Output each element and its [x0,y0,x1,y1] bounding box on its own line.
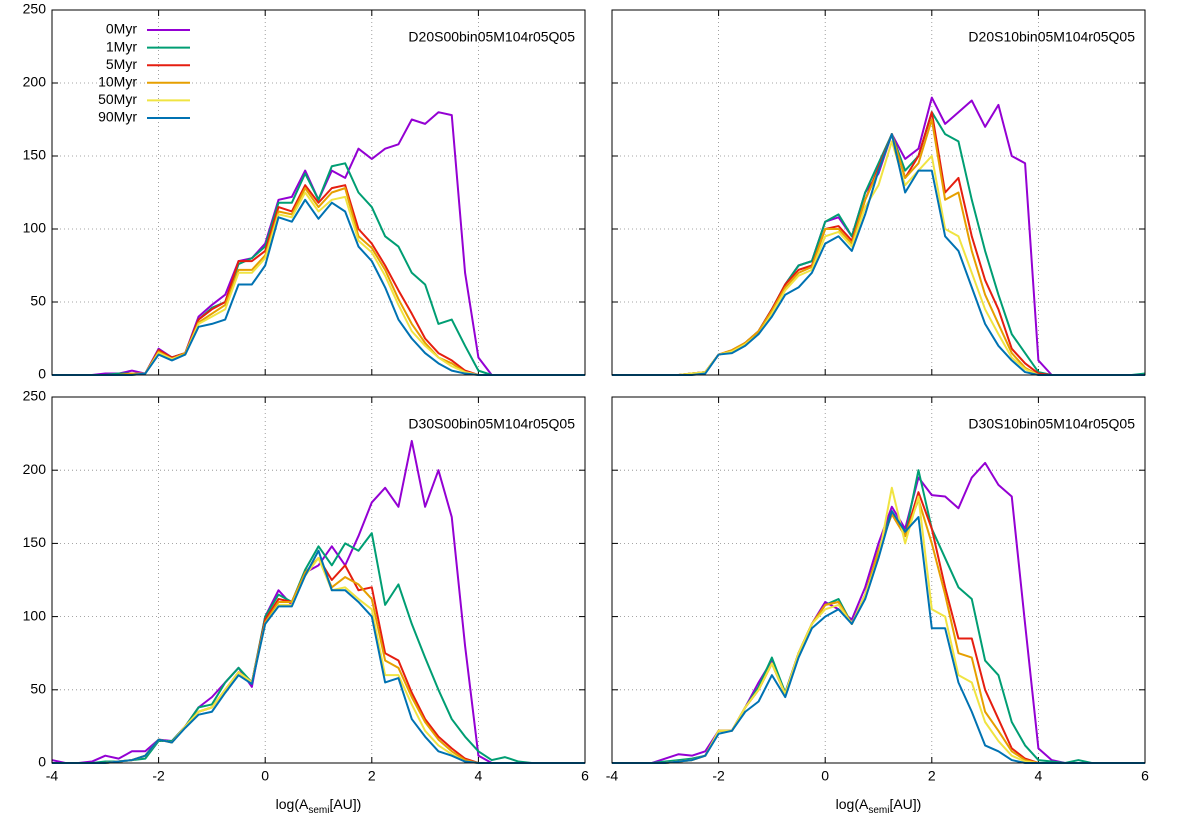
legend-label: 10Myr [98,74,137,90]
series-line [52,162,585,376]
x-axis-label-part: log(A [276,796,309,812]
x-axis-label-sub: semi [868,805,889,816]
x-tick-label: 6 [581,768,589,784]
series-line [52,532,585,764]
series-line [52,187,585,376]
y-tick-label: 0 [38,366,46,382]
x-tick-label: -2 [152,768,165,784]
y-tick-label: 150 [23,534,47,550]
x-axis-label-part: log(A [836,796,869,812]
legend-label: 90Myr [98,109,137,125]
series-line [612,96,1145,376]
x-axis-label-part: [AU]) [329,796,361,812]
y-tick-label: 100 [23,607,47,623]
legend-label: 0Myr [106,21,137,37]
series-line [52,198,585,376]
series-line [52,191,585,376]
x-tick-label: -4 [606,768,619,784]
plot-frame [611,396,1146,764]
series-line [612,118,1145,376]
x-tick-label: 4 [1035,768,1043,784]
y-tick-label: 150 [23,147,47,163]
series-line [612,469,1145,764]
x-axis-label: log(Asemi[AU]) [836,796,922,816]
series-line [52,557,585,764]
plot-frame [611,9,1146,376]
y-tick-label: 0 [38,754,46,770]
series-line [52,184,585,376]
y-tick-label: 50 [30,681,46,697]
plot-frame [51,9,586,376]
panel: 0 50 100 150 200 250 -4 -2 0 2 4 6 D30S00bin05M104r0… [23,388,589,816]
y-tick-label: 200 [23,461,47,477]
x-tick-label: -2 [712,768,725,784]
legend-label: 5Myr [106,56,137,72]
x-tick-label: 2 [928,768,936,784]
x-axis-label-part: [AU]) [889,796,921,812]
panel: -4 -2 0 2 4 6 D30S10bin05M104r05Q05 log(Asemi[A… [606,396,1149,816]
panel-title: D20S00bin05M104r05Q05 [408,29,575,45]
series-line [52,111,585,376]
x-tick-label: 2 [368,768,376,784]
panel-title: D20S10bin05M104r05Q05 [968,29,1135,45]
panel: 0 50 100 150 200 250 D20S00bin05M104r05Q05 0Myr… [23,1,586,382]
plot-frame [51,396,586,764]
x-tick-label: 0 [261,768,269,784]
series-line [612,140,1145,376]
panel: D20S10bin05M104r05Q05 [611,9,1146,376]
x-tick-label: 6 [1141,768,1149,784]
legend-label: 50Myr [98,91,137,107]
series-line [612,486,1145,764]
series-line [612,111,1145,376]
series-line [612,461,1145,764]
series-line [612,111,1146,376]
x-tick-label: 4 [475,768,483,784]
x-tick-label: -4 [46,768,59,784]
series-line [51,439,585,764]
y-tick-label: 250 [23,1,47,17]
x-axis-label: log(Asemi[AU]) [276,796,362,816]
y-tick-label: 50 [30,293,46,309]
series-line [612,498,1145,764]
panel-title: D30S10bin05M104r05Q05 [968,416,1135,432]
series-line [612,491,1145,764]
series-line [52,557,585,764]
series-line [52,549,585,764]
series-line [52,557,585,764]
panel-title: D30S00bin05M104r05Q05 [408,416,575,432]
x-tick-label: 0 [821,768,829,784]
y-tick-label: 100 [23,220,47,236]
x-axis-label-sub: semi [308,805,329,816]
series-line [612,133,1145,376]
legend-label: 1Myr [106,38,137,54]
y-tick-label: 250 [23,388,47,404]
y-tick-label: 200 [23,74,47,90]
